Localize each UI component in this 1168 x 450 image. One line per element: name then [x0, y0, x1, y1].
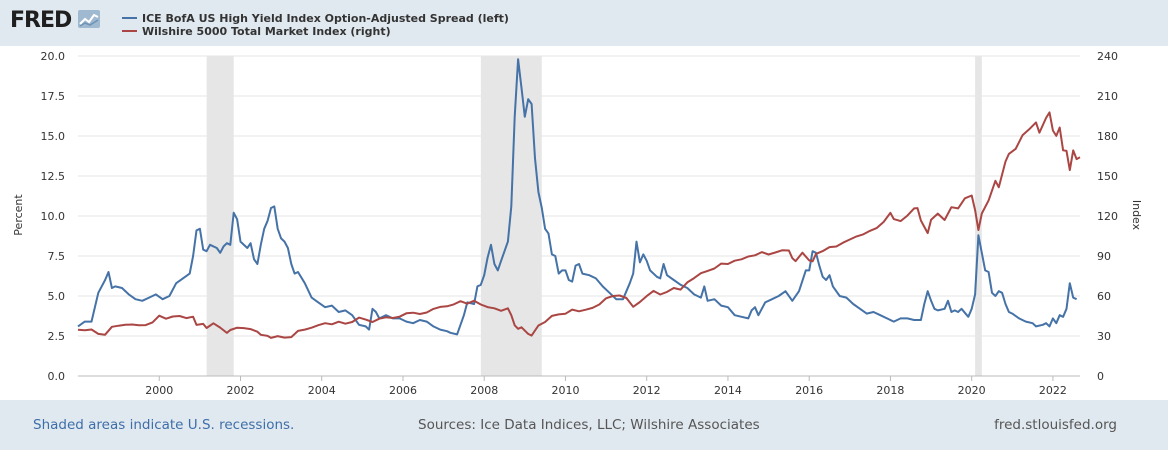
plot-area	[0, 46, 1168, 400]
series-line-spread	[77, 58, 1078, 336]
y-left-axis-title: Percent	[12, 194, 25, 236]
x-tick-label: 2008	[470, 384, 498, 397]
legend-swatch-wilshire	[122, 30, 137, 32]
legend-item-spread[interactable]: ICE BofA US High Yield Index Option-Adju…	[122, 12, 509, 25]
x-tick-label: 2000	[145, 384, 173, 397]
y-right-tick-label: 0	[1097, 370, 1104, 383]
legend-swatch-spread	[122, 17, 137, 19]
sources-text: Sources: Ice Data Indices, LLC; Wilshire…	[418, 417, 760, 433]
y-right-tick-label: 150	[1097, 170, 1118, 183]
y-left-tick-label: 10.0	[41, 210, 66, 223]
y-left-tick-label: 5.0	[48, 290, 66, 303]
y-right-tick-label: 210	[1097, 90, 1118, 103]
y-right-tick-label: 90	[1097, 250, 1111, 263]
chart-legend: ICE BofA US High Yield Index Option-Adju…	[122, 12, 509, 38]
y-right-tick-label: 30	[1097, 330, 1111, 343]
fred-logo[interactable]: FRED	[10, 7, 101, 35]
fred-logo-text: FRED	[10, 8, 72, 33]
recession-note-link[interactable]: Shaded areas indicate U.S. recessions.	[33, 417, 295, 433]
y-right-axis-title: Index	[1130, 200, 1143, 231]
y-right-tick-label: 180	[1097, 130, 1118, 143]
y-left-tick-label: 0.0	[48, 370, 66, 383]
y-left-tick-label: 12.5	[41, 170, 66, 183]
x-tick-label: 2018	[876, 384, 904, 397]
legend-item-wilshire[interactable]: Wilshire 5000 Total Market Index (right)	[122, 25, 509, 38]
series-lines	[77, 58, 1081, 339]
x-tick-label: 2022	[1039, 384, 1067, 397]
x-tick-label: 2012	[633, 384, 661, 397]
x-tick-label: 2014	[714, 384, 742, 397]
y-left-tick-label: 17.5	[41, 90, 66, 103]
legend-label-wilshire: Wilshire 5000 Total Market Index (right)	[142, 25, 391, 38]
y-left-tick-label: 2.5	[48, 330, 66, 343]
y-left-tick-label: 7.5	[48, 250, 66, 263]
y-left-tick-label: 15.0	[41, 130, 66, 143]
line-chart[interactable]: Percent Index 0.0 2.5 5.0 7.5 10.0 12.5 15.0 17…	[0, 0, 1168, 410]
x-tick-label: 2010	[551, 384, 579, 397]
y-right-tick-label: 120	[1097, 210, 1118, 223]
x-tick-label: 2002	[226, 384, 254, 397]
chart-header: FRED ICE BofA US High Yield Index Option…	[0, 0, 1168, 46]
x-tick-label: 2006	[389, 384, 417, 397]
y-left-tick-label: 20.0	[41, 50, 66, 63]
x-tick-label: 2004	[308, 384, 336, 397]
legend-label-spread: ICE BofA US High Yield Index Option-Adju…	[142, 12, 509, 25]
x-tick-label: 2020	[958, 384, 986, 397]
fred-logo-graph-icon	[78, 10, 101, 28]
series-line-wilshire	[77, 111, 1081, 339]
y-right-tick-label: 60	[1097, 290, 1111, 303]
y-right-tick-label: 240	[1097, 50, 1118, 63]
axes: Percent Index 0.0 2.5 5.0 7.5 10.0 12.5 15.0 17…	[12, 50, 1143, 397]
x-tick-label: 2016	[795, 384, 823, 397]
fred-site-link[interactable]: fred.stlouisfed.org	[994, 417, 1117, 433]
